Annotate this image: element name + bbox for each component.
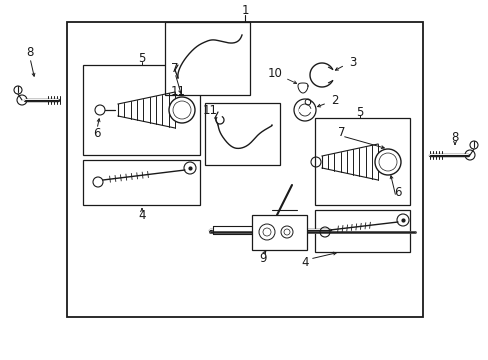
Text: 6: 6 bbox=[393, 185, 401, 198]
Bar bbox=[251, 215, 306, 250]
Circle shape bbox=[374, 149, 400, 175]
Circle shape bbox=[378, 153, 396, 171]
Text: 7: 7 bbox=[338, 126, 345, 139]
Text: 5: 5 bbox=[356, 105, 363, 118]
Text: 8: 8 bbox=[450, 131, 458, 144]
Text: 11: 11 bbox=[170, 85, 185, 98]
Text: 10: 10 bbox=[267, 67, 282, 80]
Text: 3: 3 bbox=[348, 55, 356, 68]
Bar bbox=[314, 210, 409, 252]
Circle shape bbox=[17, 95, 27, 105]
Text: 5: 5 bbox=[138, 51, 145, 64]
Circle shape bbox=[169, 97, 195, 123]
Text: 6: 6 bbox=[93, 126, 101, 140]
Text: 4: 4 bbox=[138, 208, 145, 221]
Bar bbox=[67, 22, 422, 317]
Bar bbox=[204, 103, 280, 165]
Text: 8: 8 bbox=[26, 45, 34, 59]
Text: 11: 11 bbox=[202, 104, 217, 117]
Circle shape bbox=[464, 150, 474, 160]
Text: 7: 7 bbox=[171, 62, 179, 75]
Text: 1: 1 bbox=[241, 4, 248, 17]
Bar bbox=[83, 65, 200, 155]
Text: 2: 2 bbox=[330, 94, 338, 107]
Bar bbox=[83, 160, 200, 205]
Text: 9: 9 bbox=[259, 252, 266, 265]
Bar bbox=[314, 118, 409, 205]
Bar bbox=[164, 22, 249, 95]
Circle shape bbox=[173, 101, 191, 119]
Text: 4: 4 bbox=[301, 256, 308, 269]
